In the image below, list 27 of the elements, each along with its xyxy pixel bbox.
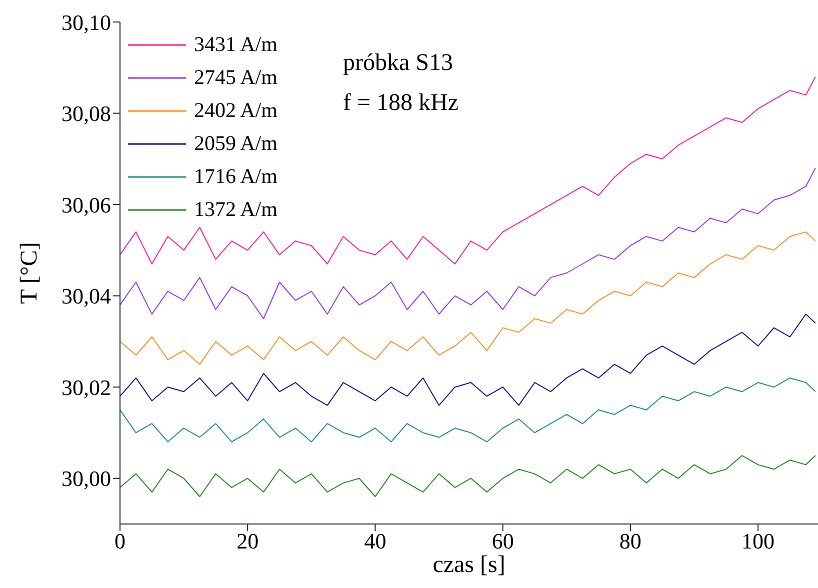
legend-label: 1716 A/m [194,164,278,189]
line-series [120,314,816,406]
legend-label: 2059 A/m [194,131,278,156]
x-tick-label: 80 [619,528,642,554]
legend-label: 2745 A/m [194,65,278,90]
y-tick-label: 30,02 [62,374,111,400]
y-tick-label: 30,08 [62,101,111,126]
x-tick-label: 40 [364,528,386,554]
annotation: próbka S13 [343,50,453,77]
y-tick-label: 30,10 [62,10,111,35]
annotation: f = 188 kHz [343,90,459,117]
y-tick-label: 30,04 [62,284,111,309]
line-series [120,168,816,320]
legend-label: 3431 A/m [194,32,278,57]
line-series [120,377,816,442]
x-tick-label: 20 [236,528,259,554]
x-tick-label: 60 [492,528,514,554]
legend-label: 1372 A/m [194,197,278,222]
x-tick-label: 100 [742,528,775,554]
x-tick-label: 0 [114,528,126,554]
y-tick-label: 30,06 [62,192,111,218]
y-tick-label: 30,00 [62,466,111,492]
line-series [120,231,816,365]
x-axis-title: czas [s] [432,552,506,578]
line-series [120,455,816,498]
legend-label: 2402 A/m [194,98,278,123]
y-axis-title: T [°C] [16,242,43,304]
